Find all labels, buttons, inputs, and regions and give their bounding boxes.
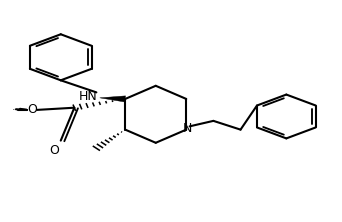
Text: HN: HN [79,90,97,103]
Text: methyl: methyl [13,109,18,110]
Polygon shape [100,96,126,102]
Text: O: O [49,144,59,157]
Text: N: N [183,123,192,135]
Text: O: O [27,103,37,116]
